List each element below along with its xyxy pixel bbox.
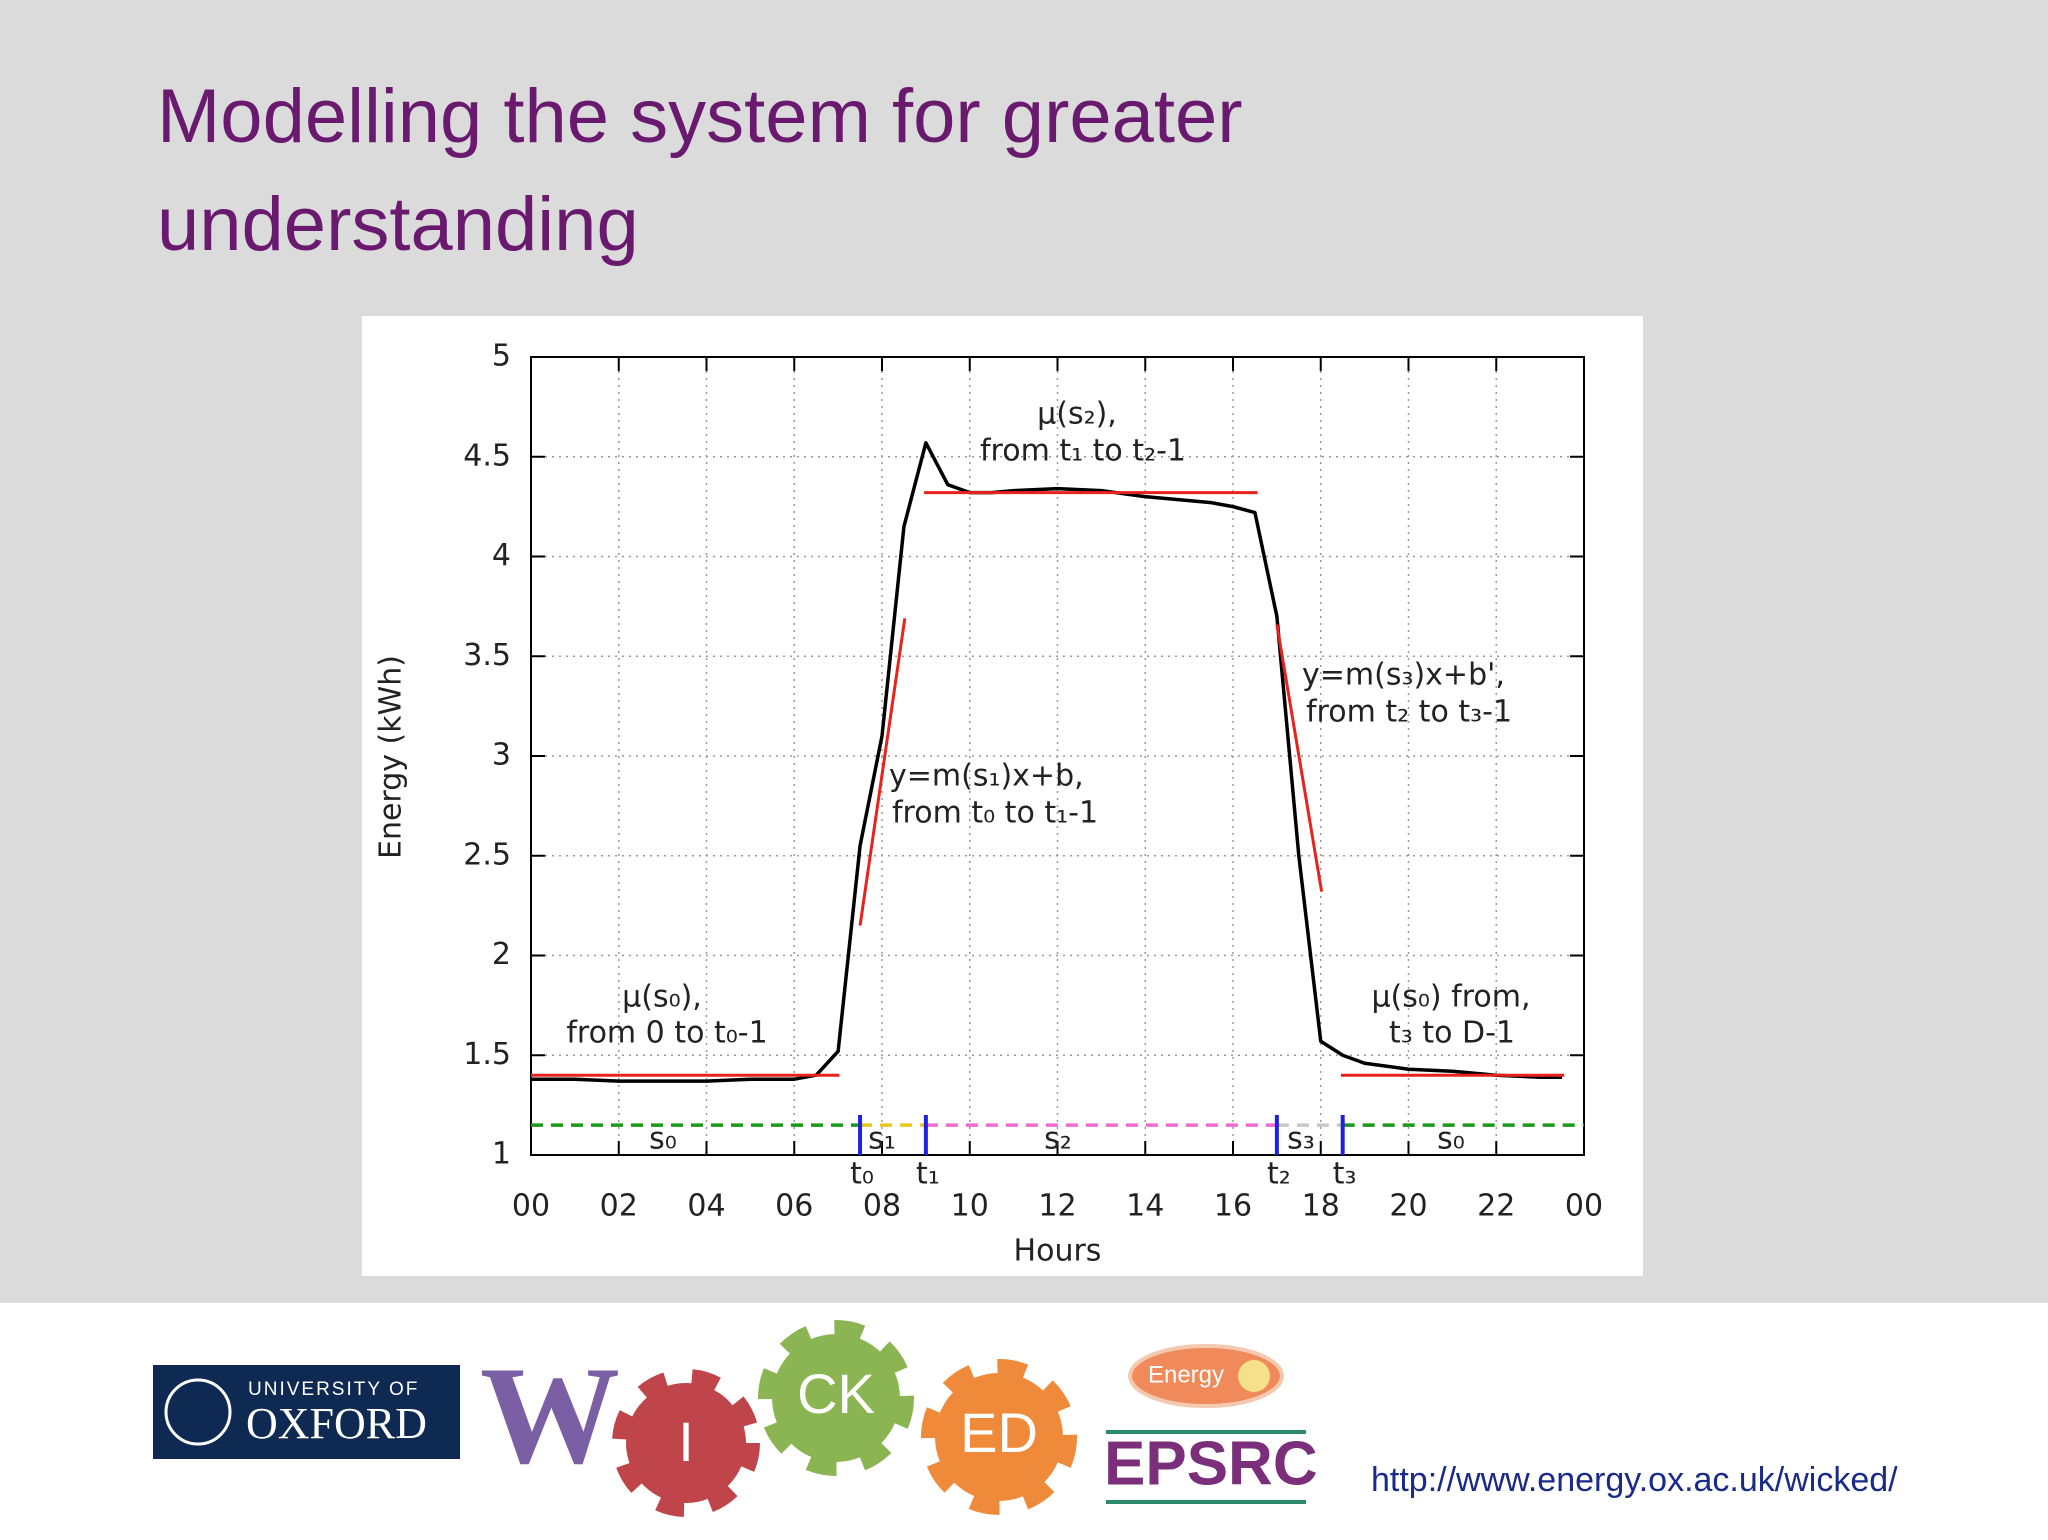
boundary-label: t₂ (1267, 1157, 1291, 1192)
x-tick-label: 20 (1389, 1189, 1427, 1224)
x-tick-label: 02 (600, 1189, 638, 1224)
state-label: s₂ (1044, 1122, 1072, 1157)
slide-title: understanding (157, 182, 639, 267)
boundary-label: t₃ (1333, 1157, 1357, 1192)
annotation: y=m(s₃)x+b', (1302, 658, 1505, 693)
x-tick-label: 22 (1477, 1189, 1515, 1224)
oxford-crest (164, 1378, 232, 1446)
series-line (531, 441, 1563, 1083)
energy-text: Energy (1148, 1361, 1224, 1388)
y-tick-label: 4.5 (463, 438, 511, 473)
y-axis-label: Energy (kWh) (374, 655, 409, 859)
state-label: s₃ (1287, 1122, 1315, 1157)
gear (612, 1369, 760, 1517)
annotation: from t₀ to t₁-1 (892, 796, 1098, 831)
series-line (1275, 624, 1324, 892)
epsrc-text: EPSRC (1104, 1429, 1318, 1498)
series-line (858, 618, 907, 926)
y-tick-label: 1 (492, 1137, 511, 1172)
state-label: s₁ (868, 1122, 896, 1157)
gear (921, 1359, 1077, 1515)
y-tick-label: 4 (492, 538, 511, 573)
wicked-w: W (480, 1338, 620, 1493)
y-tick-label: 3 (492, 738, 511, 773)
x-tick-label: 12 (1038, 1189, 1076, 1224)
gear-text: ED (960, 1401, 1038, 1464)
x-tick-label: 06 (775, 1189, 813, 1224)
annotation: from t₂ to t₃-1 (1306, 695, 1512, 730)
plot-frame (530, 356, 1585, 1156)
x-axis-label: Hours (1014, 1234, 1102, 1269)
x-tick-label: 10 (951, 1189, 989, 1224)
x-tick-label: 00 (512, 1189, 550, 1224)
x-tick-label: 14 (1126, 1189, 1164, 1224)
x-tick-label: 16 (1214, 1189, 1252, 1224)
annotation: y=m(s₁)x+b, (889, 759, 1084, 794)
annotation: μ(s₀) from, (1371, 980, 1530, 1015)
slide-title: Modelling the system for greater (157, 74, 1243, 159)
url: http://www.energy.ox.ac.uk/wicked/ (1371, 1461, 1898, 1499)
y-tick-label: 2.5 (463, 837, 511, 872)
state-label: s₀ (649, 1122, 677, 1157)
energy-logo (1128, 1344, 1284, 1408)
annotation: μ(s₂), (1037, 397, 1117, 432)
annotation: from 0 to t₀-1 (566, 1016, 767, 1051)
boundary-label: t₀ (850, 1157, 874, 1192)
state-label: s₀ (1437, 1122, 1465, 1157)
x-tick-label: 08 (863, 1189, 901, 1224)
gear-text: CK (797, 1362, 875, 1425)
y-tick-label: 1.5 (463, 1037, 511, 1072)
annotation: μ(s₀), (622, 980, 702, 1015)
annotation: t₃ to D-1 (1389, 1016, 1515, 1051)
oxford-text: OXFORD (246, 1399, 427, 1448)
y-tick-label: 5 (492, 339, 511, 374)
x-tick-label: 18 (1302, 1189, 1340, 1224)
y-tick-label: 2 (492, 937, 511, 972)
x-tick-label: 00 (1565, 1189, 1603, 1224)
gear (758, 1320, 914, 1476)
y-tick-label: 3.5 (463, 638, 511, 673)
annotation: from t₁ to t₂-1 (980, 434, 1186, 469)
oxford-text: UNIVERSITY OF (248, 1379, 419, 1400)
energy-logo-sun (1238, 1360, 1270, 1392)
boundary-label: t₁ (916, 1157, 940, 1192)
x-tick-label: 04 (687, 1189, 725, 1224)
chart-panel (362, 316, 1643, 1276)
gear-text: I (678, 1410, 694, 1473)
